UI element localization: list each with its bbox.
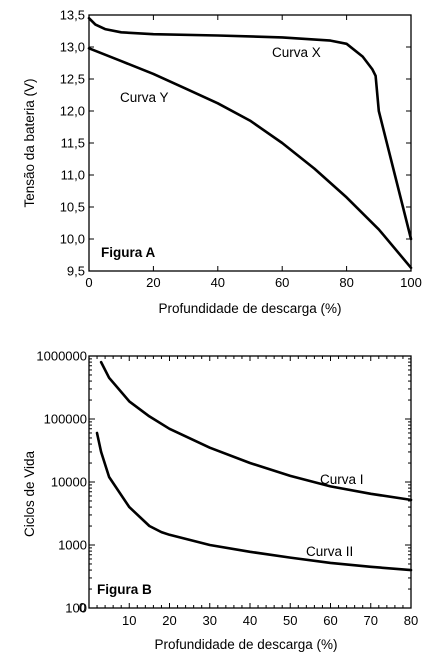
figure-b-panel: 0 10 20 30 40 50 60 70 80 100 1000 10000 100000 10000… xyxy=(22,349,418,653)
figure-b-y-tick-label: 10000 xyxy=(51,475,87,490)
figure-a-series-curva-y xyxy=(87,47,413,270)
figure-a-y-tick-label: 9,5 xyxy=(67,264,85,279)
figure-b-x-tick-label-zero: 0 xyxy=(79,600,86,615)
figure-a-x-tick-label: 80 xyxy=(339,275,353,290)
figure-b-x-tick-label: 80 xyxy=(404,613,418,628)
figure-b-y-tick-label: 1000 xyxy=(58,538,87,553)
figure-b-y-axis-title: Ciclos de Vida xyxy=(22,450,37,537)
figure-a-plot-frame xyxy=(88,14,412,272)
figure-b-x-tick-label: 50 xyxy=(283,613,297,628)
figure-a-ticks: 0 20 40 60 80 100 9,5 10,0 10,5 11,0 11,5 12,0 12,5 1… xyxy=(60,8,422,291)
figure-a-x-tick-label: 20 xyxy=(146,275,160,290)
figure-a-panel: 0 20 40 60 80 100 9,5 10,0 10,5 11,0 11,5 12,0 12,5 1… xyxy=(22,8,422,317)
figure-b-y-tick-label: 1000000 xyxy=(36,349,87,364)
figure-b-y-tick-label: 100000 xyxy=(44,412,87,427)
figure-a-x-tick-label: 0 xyxy=(85,275,92,290)
figure-a-y-tick-label: 12,5 xyxy=(60,72,85,87)
figure-a-y-tick-label: 12,0 xyxy=(60,104,85,119)
figure-b-x-tick-label: 10 xyxy=(122,613,136,628)
figure-b-x-tick-label: 20 xyxy=(162,613,176,628)
figure-a-y-tick-label: 11,5 xyxy=(61,136,85,151)
figure-b-x-axis-title: Profundidade de descarga (%) xyxy=(154,637,337,652)
figure-b-label: Figura B xyxy=(97,582,152,597)
figure-b-series-curva-i xyxy=(99,360,413,502)
figure-b-ticks: 0 10 20 30 40 50 60 70 80 100 1000 10000 100000 10000… xyxy=(36,349,418,629)
figure-b-x-tick-label: 40 xyxy=(243,613,257,628)
figure-b-x-tick-label: 70 xyxy=(364,613,378,628)
figure-b-y-tick-label: 100 xyxy=(65,601,87,616)
curve-x-label: Curva X xyxy=(272,45,321,60)
figure-a-x-tick-label: 100 xyxy=(400,275,422,290)
figure-a-y-tick-label: 13,5 xyxy=(60,8,85,23)
curve-ii-label: Curva II xyxy=(306,544,353,559)
figure-b-series-curva-ii xyxy=(95,431,413,572)
curve-i-label: Curva I xyxy=(320,472,364,487)
figure-a-label: Figura A xyxy=(101,245,156,260)
figure-b-curves xyxy=(95,360,413,572)
figure-a-curves xyxy=(87,16,413,270)
curve-y-label: Curva Y xyxy=(120,90,169,105)
figure-a-y-tick-label: 10,0 xyxy=(60,232,85,247)
figure-a-y-tick-label: 10,5 xyxy=(60,200,85,215)
figure-a-y-axis-title: Tensão da bateria (V) xyxy=(22,78,37,207)
figure-b-plot-frame xyxy=(88,355,412,609)
figure-a-series-curva-x xyxy=(87,16,413,241)
figure-a-y-tick-label: 13,0 xyxy=(60,40,85,55)
figure-b-x-tick-label: 60 xyxy=(323,613,337,628)
figure-a-x-tick-label: 40 xyxy=(211,275,225,290)
figure-a-x-tick-label: 60 xyxy=(275,275,289,290)
figure-b-x-tick-label: 30 xyxy=(203,613,217,628)
figure-a-x-axis-title: Profundidade de descarga (%) xyxy=(158,301,341,316)
figure-a-y-tick-label: 11,0 xyxy=(61,168,85,183)
